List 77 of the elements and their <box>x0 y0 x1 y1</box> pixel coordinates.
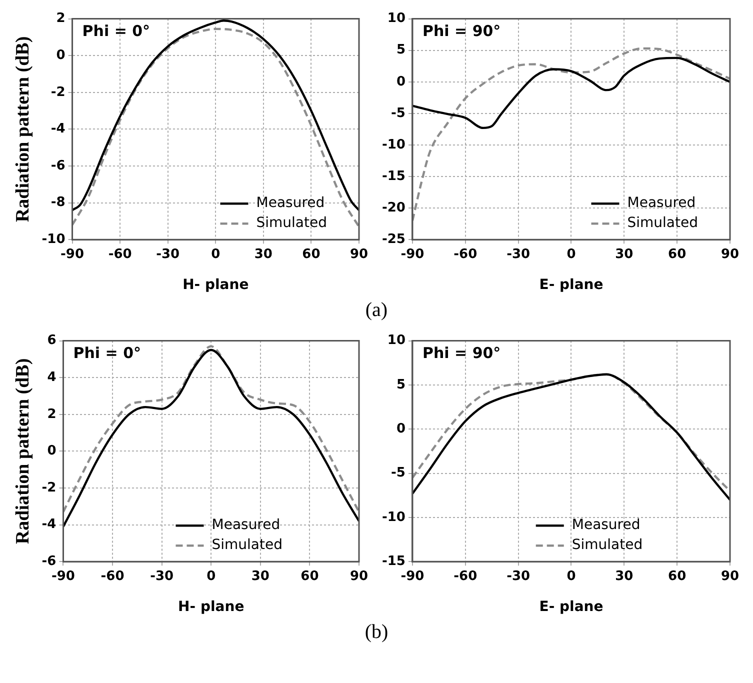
x-tick-label: 30 <box>251 568 270 584</box>
y-tick-label: 2 <box>56 11 66 26</box>
y-tick-label: 0 <box>47 444 56 459</box>
y-tick-label: -20 <box>382 200 406 216</box>
x-axis-title: H- plane <box>182 277 249 294</box>
x-tick-label: -30 <box>156 246 180 262</box>
x-tick-label: -30 <box>506 246 530 262</box>
y-axis-title: Radiation pattern (dB) <box>12 36 34 222</box>
text: (a) <box>365 299 388 321</box>
y-tick-label: -2 <box>50 84 66 100</box>
y-tick-label: -10 <box>382 137 406 152</box>
x-tick-label: 30 <box>615 246 634 262</box>
x-tick-label: 90 <box>350 568 368 584</box>
legend-label: Measured <box>627 195 696 212</box>
x-tick-label: -90 <box>60 246 84 262</box>
x-tick-label: -90 <box>400 568 424 584</box>
y-tick-label: -6 <box>42 554 56 569</box>
y-tick-label: -2 <box>42 480 56 496</box>
y-tick-label: -4 <box>42 517 56 532</box>
x-tick-label: -90 <box>400 246 424 262</box>
x-tick-label: 60 <box>668 246 686 262</box>
x-tick-label: -30 <box>150 568 174 584</box>
y-tick-label: -5 <box>391 466 406 481</box>
x-tick-label: 90 <box>350 246 368 262</box>
y-tick-label: 4 <box>47 370 56 385</box>
legend-label: Simulated <box>627 215 698 232</box>
line-series <box>412 56 730 130</box>
y-tick-label: -10 <box>42 232 66 247</box>
y-tick-label: 0 <box>396 74 406 90</box>
y-tick-label: -25 <box>382 232 406 247</box>
y-tick-label: 5 <box>396 377 406 392</box>
x-axis-title: H- plane <box>178 599 244 616</box>
y-tick-label: -10 <box>382 510 406 525</box>
x-tick-label: 0 <box>211 246 220 262</box>
y-tick-label: 6 <box>47 333 56 348</box>
legend-label: Simulated <box>572 537 643 554</box>
x-tick-label: -30 <box>506 568 530 584</box>
x-tick-label: -60 <box>454 568 478 584</box>
y-tick-label: -8 <box>50 195 66 210</box>
y-tick-label: 5 <box>396 42 406 58</box>
chart-title: Phi = 0° <box>82 22 150 40</box>
y-tick-label: -15 <box>382 554 406 569</box>
legend-label: Measured <box>212 517 280 534</box>
chart-title: Phi = 90° <box>422 344 501 362</box>
chart-title: Phi = 0° <box>73 344 142 362</box>
x-tick-label: 60 <box>300 568 319 584</box>
chart-title: Phi = 90° <box>422 22 501 40</box>
y-tick-label: 0 <box>396 421 406 436</box>
x-tick-label: 90 <box>720 568 740 584</box>
y-axis-title: Radiation pattern (dB) <box>12 358 34 544</box>
x-axis-title: E- plane <box>539 277 604 294</box>
y-tick-label: -4 <box>50 122 66 137</box>
x-tick-label: 0 <box>566 246 576 262</box>
x-tick-label: -60 <box>454 246 478 262</box>
y-tick-label: 10 <box>387 11 406 26</box>
x-tick-label: 60 <box>302 246 320 262</box>
y-tick-label: -6 <box>50 158 66 174</box>
y-tick-label: -5 <box>391 106 406 121</box>
y-tick-label: 10 <box>387 333 406 348</box>
x-tick-label: -90 <box>51 568 75 584</box>
legend-label: Measured <box>256 195 325 212</box>
x-tick-label: 0 <box>206 568 216 584</box>
x-axis-title: E- plane <box>539 599 604 616</box>
legend-label: Simulated <box>256 215 328 232</box>
y-tick-label: 2 <box>47 406 56 422</box>
x-tick-label: 0 <box>566 568 576 584</box>
text: (b) <box>364 621 388 643</box>
legend-label: Simulated <box>212 537 282 554</box>
x-tick-label: 90 <box>720 246 740 262</box>
x-tick-label: -60 <box>108 246 132 262</box>
y-tick-label: -15 <box>382 168 406 184</box>
x-tick-label: 30 <box>254 246 272 262</box>
y-tick-label: 0 <box>56 48 66 63</box>
legend-label: Measured <box>572 517 640 534</box>
x-tick-label: -60 <box>100 568 124 584</box>
x-tick-label: 60 <box>668 568 686 584</box>
x-tick-label: 30 <box>615 568 634 584</box>
